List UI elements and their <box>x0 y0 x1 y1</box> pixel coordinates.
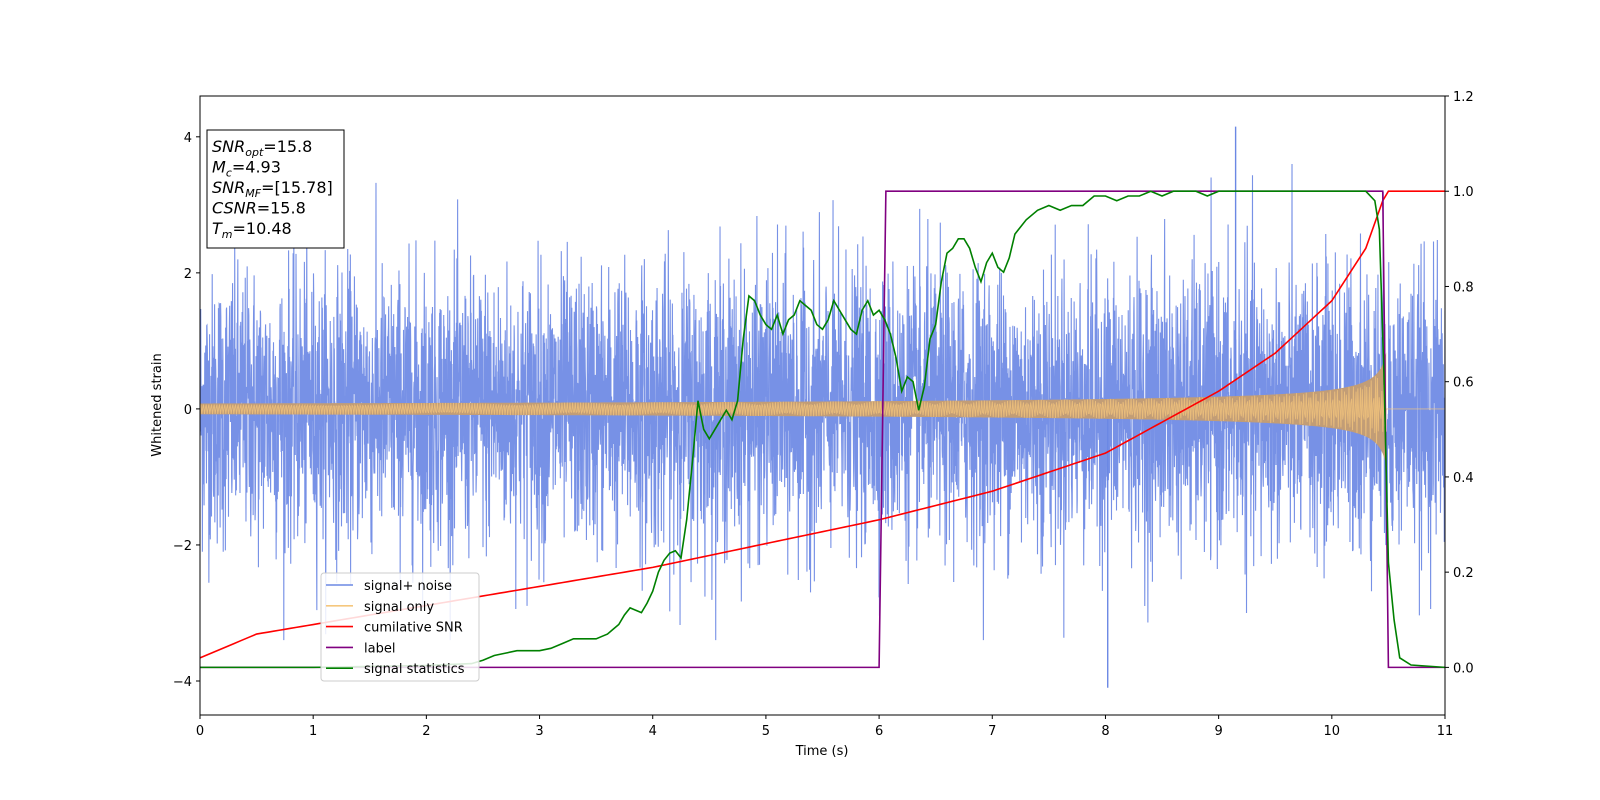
info-subscript: c <box>226 167 232 180</box>
x-axis-label: Time (s) <box>795 744 849 759</box>
x-tick-label: 5 <box>762 724 770 739</box>
legend-item-signal-only: signal only <box>326 600 434 615</box>
info-line: Tm=10.48 <box>212 219 292 241</box>
y-tick-label: −4 <box>173 675 192 690</box>
x-tick-label: 6 <box>875 724 883 739</box>
y2-tick-label: 1.2 <box>1453 90 1474 105</box>
x-tick-label: 2 <box>422 724 430 739</box>
y-tick-label: 4 <box>184 131 192 146</box>
legend-label: signal only <box>364 600 434 615</box>
info-symbol: CSNR <box>212 199 257 218</box>
info-subscript: m <box>222 228 233 241</box>
legend-label: signal+ noise <box>364 579 452 594</box>
info-value: =[15.78] <box>261 178 333 197</box>
x-tick-label: 10 <box>1324 724 1341 739</box>
info-box-frame <box>206 129 345 249</box>
legend-item-label: label <box>326 641 395 656</box>
info-symbol: M <box>212 158 226 177</box>
x-tick-label: 1 <box>309 724 317 739</box>
info-subscript: MF <box>245 187 261 200</box>
y-tick-label: 2 <box>184 267 192 282</box>
label-line <box>200 190 1445 669</box>
info-box: SNRopt=15.8Mc=4.93SNRMF=[15.78]CSNR=15.8… <box>206 129 345 249</box>
x-tick-label: 4 <box>649 724 657 739</box>
y2-tick-label: 1.0 <box>1453 185 1474 200</box>
x-tick-label: 7 <box>988 724 996 739</box>
y2-tick-label: 0.2 <box>1453 566 1474 581</box>
y2-tick-label: 0.8 <box>1453 280 1474 295</box>
legend-label: signal statistics <box>364 662 465 677</box>
legend-frame <box>320 572 480 682</box>
info-value: =4.93 <box>232 158 281 177</box>
info-value: =10.48 <box>233 219 292 238</box>
info-symbol: SNR <box>212 137 245 156</box>
legend-label: label <box>364 641 395 656</box>
info-line: CSNR=15.8 <box>212 199 306 218</box>
info-line: Mc=4.93 <box>212 158 281 180</box>
info-value: =15.8 <box>263 137 312 156</box>
signal-only-line <box>200 376 1445 444</box>
legend-label: cumilative SNR <box>364 621 463 636</box>
x-tick-label: 9 <box>1214 724 1222 739</box>
y2-tick-label: 0.4 <box>1453 471 1474 486</box>
x-tick-label: 0 <box>196 724 204 739</box>
x-tick-label: 11 <box>1437 724 1454 739</box>
axes-layer: 0 1 2 3 4 5 6 7 8 9 10 11 −4 −2 0 2 4 0.0 0.2 0.4 0.6 0.8 1.0 1… <box>173 90 1474 739</box>
info-line: SNRopt=15.8 <box>212 137 312 159</box>
info-line: SNRMF=[15.78] <box>212 178 333 200</box>
info-subscript: opt <box>245 146 264 159</box>
y-axis-label: Whitened strain <box>150 353 165 456</box>
legend-item-cumulative-snr: cumilative SNR <box>326 621 463 636</box>
y-tick-label: −2 <box>173 539 192 554</box>
y-tick-label: 0 <box>184 403 192 418</box>
legend-item-signal-statistics: signal statistics <box>326 662 465 677</box>
signal-statistics-line <box>200 190 1445 669</box>
plot-frame <box>199 95 1446 716</box>
legend: signal+ noise signal only cumilative SNR la… <box>320 572 480 682</box>
x-tick-label: 3 <box>535 724 543 739</box>
legend-item-signal-plus-noise: signal+ noise <box>326 579 452 594</box>
info-symbol: T <box>212 219 223 238</box>
x-tick-label: 8 <box>1101 724 1109 739</box>
signal-only-layer <box>200 352 1445 466</box>
y2-tick-label: 0.0 <box>1453 661 1474 676</box>
info-value: =15.8 <box>257 199 306 218</box>
info-symbol: SNR <box>212 178 245 197</box>
y2-tick-label: 0.6 <box>1453 376 1474 391</box>
